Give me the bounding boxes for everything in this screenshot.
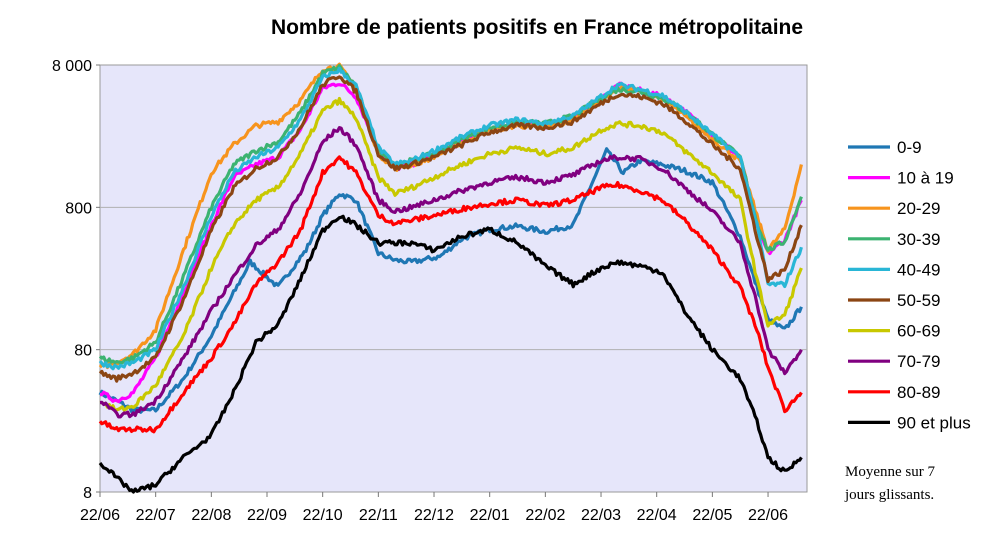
x-tick-label: 22/06 <box>80 507 120 524</box>
y-tick-label: 8 000 <box>52 58 92 75</box>
legend-label: 70-79 <box>897 352 940 371</box>
legend-label: 30-39 <box>897 230 940 249</box>
x-tick-label: 22/09 <box>247 507 287 524</box>
x-tick-label: 22/03 <box>581 507 621 524</box>
legend-label: 60-69 <box>897 322 940 341</box>
x-tick-label: 22/11 <box>359 507 398 524</box>
x-tick-label: 22/07 <box>136 507 176 524</box>
x-tick-label: 22/10 <box>303 507 343 524</box>
series-line-70-79 <box>99 125 803 419</box>
series-line-90-et-plus <box>98 214 803 494</box>
y-tick-label: 8 <box>83 485 92 502</box>
legend: 0-9 10 à 19 20-29 30-39 40-49 50-59 60-69 70-79… <box>848 138 971 432</box>
x-tick-label: 22/02 <box>525 507 565 524</box>
y-axis: 8 80 800 8 000 <box>52 58 100 502</box>
chart-title: Nombre de patients positifs en France mé… <box>271 16 803 39</box>
legend-label: 0-9 <box>897 138 922 157</box>
x-tick-label: 22/05 <box>692 507 732 524</box>
x-tick-label: 22/01 <box>470 507 510 524</box>
series-line-40-49 <box>98 66 803 371</box>
x-tick-label: 22/08 <box>191 507 231 524</box>
legend-label: 90 et plus <box>897 413 971 432</box>
legend-label: 40-49 <box>897 260 940 279</box>
x-axis: 22/06 22/07 22/08 22/09 22/10 22/11 22/12 22/01… <box>80 492 788 524</box>
series-lines <box>98 62 803 494</box>
legend-label: 20-29 <box>897 199 940 218</box>
legend-label: 50-59 <box>897 291 940 310</box>
series-line-60-69 <box>99 96 803 413</box>
x-tick-label: 22/12 <box>414 507 454 524</box>
legend-label: 10 à 19 <box>897 169 954 188</box>
series-line-80-89 <box>98 155 803 434</box>
x-tick-label: 22/06 <box>748 507 788 524</box>
annotation-line-1: Moyenne sur 7 <box>845 464 935 480</box>
y-tick-label: 800 <box>65 200 92 217</box>
legend-label: 80-89 <box>897 383 940 402</box>
y-tick-label: 80 <box>74 343 92 360</box>
annotation-line-2: jours glissants. <box>844 487 934 503</box>
x-tick-label: 22/04 <box>637 507 677 524</box>
series-line-0-9 <box>98 147 803 414</box>
series-line-50-59 <box>98 75 803 383</box>
